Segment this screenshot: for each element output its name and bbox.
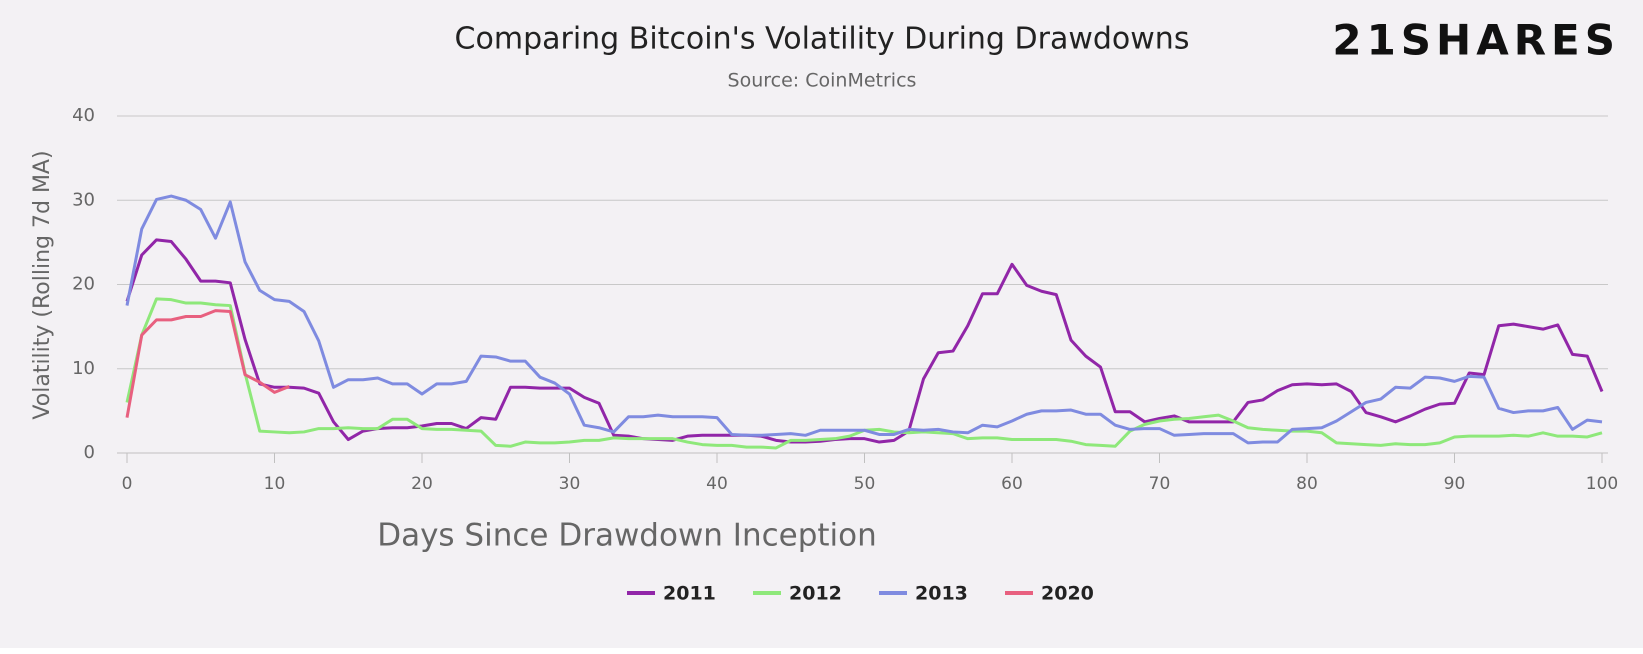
logo: 21SHARES [1332,16,1620,65]
x-tick-label: 50 [854,474,876,494]
y-tick-label: 0 [84,442,95,463]
legend-label: 2012 [789,583,842,605]
y-tick-label: 30 [72,189,95,210]
x-tick-label: 30 [559,474,581,494]
y-tick-label: 40 [72,105,95,126]
x-tick-label: 20 [411,474,433,494]
y-tick-label: 10 [72,358,95,379]
y-tick-label: 20 [72,274,95,295]
x-tick-label: 60 [1001,474,1023,494]
x-tick-label: 90 [1444,474,1466,494]
series-line [125,309,290,418]
series-line [125,194,1603,445]
x-axis-label: Days Since Drawdown Inception [377,518,877,554]
x-tick-label: 80 [1296,474,1318,494]
legend-label: 2020 [1041,583,1094,605]
x-tick-label: 70 [1149,474,1171,494]
chart-subtitle: Source: CoinMetrics [728,70,917,92]
legend-label: 2011 [663,583,716,605]
y-axis-label: Volatility (Rolling 7d MA) [30,150,55,419]
x-tick-label: 100 [1586,474,1618,494]
x-tick-label: 0 [122,474,133,494]
legend-label: 2013 [915,583,968,605]
x-tick-label: 10 [264,474,286,494]
x-tick-label: 40 [706,474,728,494]
chart-title: Comparing Bitcoin's Volatility During Dr… [455,22,1190,57]
